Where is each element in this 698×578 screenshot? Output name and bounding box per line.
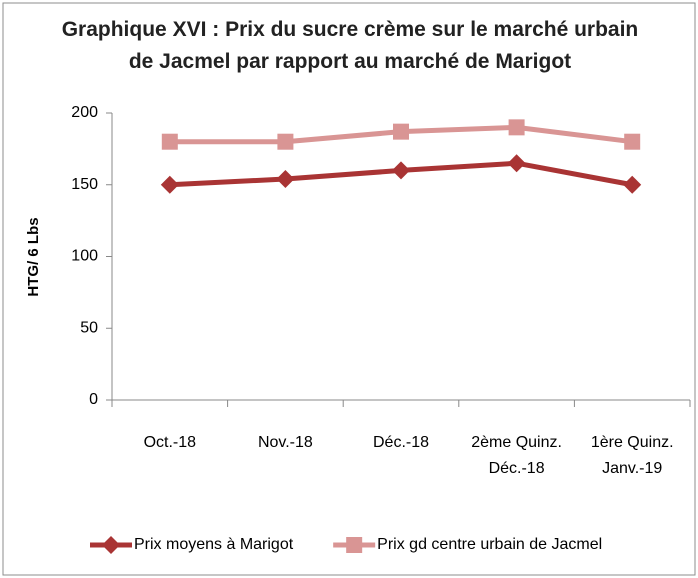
y-tick-label: 100 <box>71 248 98 265</box>
y-tick-label: 200 <box>71 104 98 121</box>
x-tick-label: Déc.-18 <box>372 434 430 451</box>
chart-title: Graphique XVI : Prix du sucre crème sur … <box>61 18 639 73</box>
marker <box>508 119 525 136</box>
marker <box>392 161 410 180</box>
marker <box>160 175 179 194</box>
x-tick-label: 1ère Quinz. Janv.-19 <box>590 434 674 477</box>
legend-label: Prix gd centre urbain de Jacmel <box>377 536 602 553</box>
marker <box>624 133 641 150</box>
y-tick-label: 150 <box>71 176 98 193</box>
x-tick-label: Oct.-18 <box>143 434 197 451</box>
y-axis-label: HTG/ 6 Lbs <box>25 217 42 296</box>
legend-label: Prix moyens à Marigot <box>134 536 294 553</box>
legend-marker <box>346 537 363 553</box>
marker <box>507 154 526 173</box>
y-tick-label: 50 <box>80 319 98 336</box>
y-tick-label: 0 <box>89 391 98 408</box>
marker <box>623 175 642 194</box>
marker <box>393 123 409 140</box>
x-tick-label: Nov.-18 <box>257 434 313 451</box>
legend-marker <box>102 536 120 554</box>
marker <box>277 133 294 150</box>
marker <box>276 170 295 189</box>
marker <box>161 133 178 150</box>
x-tick-label: 2ème Quinz. Déc.-18 <box>471 434 562 477</box>
